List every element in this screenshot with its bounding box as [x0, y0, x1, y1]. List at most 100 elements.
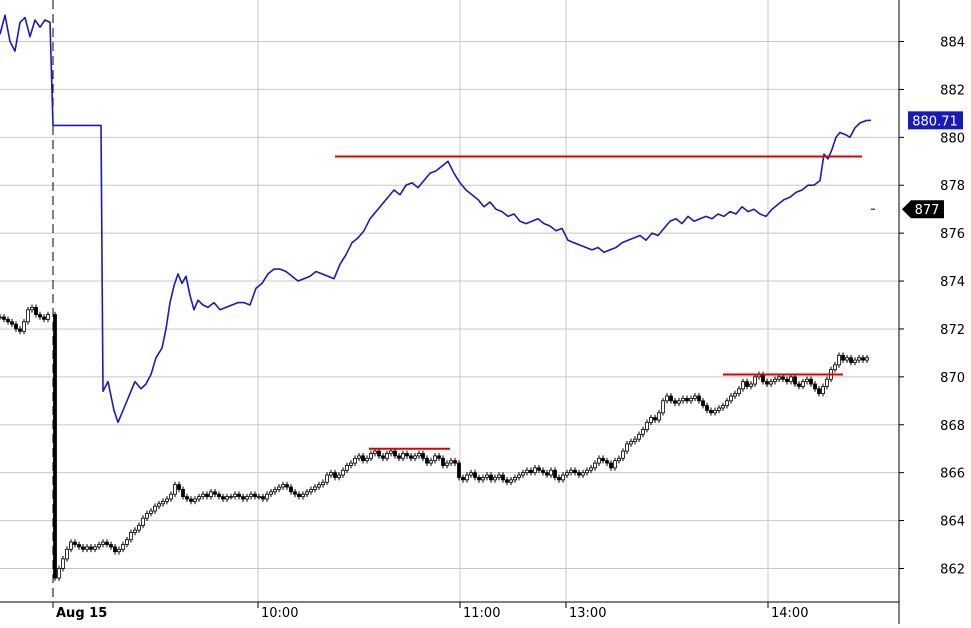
y-tick-label: 872 — [940, 323, 965, 338]
candle-body — [173, 484, 177, 495]
candle — [121, 541, 125, 553]
candle-body — [101, 541, 105, 545]
candle — [717, 405, 721, 414]
candle — [241, 493, 245, 502]
candle-body — [369, 453, 373, 459]
candle — [69, 539, 73, 553]
candle-body — [137, 524, 141, 531]
candle-body — [565, 472, 569, 476]
y-tick-label: 864 — [940, 515, 965, 530]
candle — [665, 393, 669, 404]
candle-body — [253, 493, 257, 498]
candle-body — [521, 472, 525, 476]
candle — [381, 453, 385, 462]
candle — [401, 450, 405, 462]
candle — [393, 448, 397, 459]
candle — [573, 467, 577, 476]
candle — [565, 469, 569, 478]
candle-body — [477, 477, 481, 481]
candle-body — [181, 489, 185, 498]
candle — [38, 311, 42, 320]
candle-body — [53, 314, 57, 579]
x-tick-label: Aug 15 — [56, 606, 107, 621]
candle — [14, 321, 18, 332]
candle — [525, 467, 529, 476]
candle — [30, 304, 34, 313]
candle — [149, 508, 153, 517]
candle — [569, 467, 573, 476]
candle — [797, 381, 801, 390]
candle — [53, 311, 57, 581]
candle — [245, 493, 249, 502]
candle — [313, 484, 317, 493]
candle — [249, 491, 253, 500]
candle-body — [821, 386, 825, 395]
candle-body — [433, 455, 437, 462]
candle-body — [357, 455, 361, 459]
candle — [549, 467, 553, 478]
last-price-text-line: 880.71 — [912, 114, 958, 129]
candle-body — [745, 381, 749, 387]
candle — [693, 393, 697, 402]
candle — [18, 326, 22, 335]
candle — [845, 354, 849, 363]
candle — [769, 378, 773, 387]
candle — [645, 419, 649, 433]
candle-body — [0, 316, 2, 319]
candle-body — [193, 498, 197, 502]
candle — [197, 493, 201, 502]
candle-body — [413, 455, 417, 459]
candle-body — [425, 457, 429, 464]
candle — [657, 409, 661, 423]
candle-body — [733, 393, 737, 397]
candle — [613, 457, 617, 471]
candle-body — [809, 378, 813, 385]
candle — [357, 453, 361, 462]
candle — [229, 493, 233, 500]
candle-body — [773, 378, 777, 383]
candle-body — [793, 376, 797, 385]
candle-body — [293, 491, 297, 495]
candle-body — [73, 541, 77, 545]
candle-body — [841, 354, 845, 361]
candle-body — [445, 462, 449, 466]
candle-body — [805, 378, 809, 383]
candle-body — [441, 457, 445, 466]
candle — [26, 306, 30, 325]
candle — [737, 385, 741, 397]
x-tick-label: 14:00 — [771, 606, 808, 621]
candle-body — [753, 376, 757, 385]
candle — [42, 314, 46, 323]
candle-body — [237, 493, 241, 498]
last-price-box-candles — [902, 200, 944, 219]
candle — [441, 455, 445, 469]
candle-body — [141, 517, 145, 526]
candle — [505, 476, 509, 486]
candle-body — [617, 457, 621, 462]
candle — [189, 496, 193, 505]
candle — [577, 469, 581, 478]
candle — [233, 491, 237, 500]
candle-body — [409, 455, 413, 459]
candle-body — [26, 309, 30, 323]
candle-body — [389, 450, 393, 454]
candle-body — [377, 450, 381, 457]
candle — [237, 491, 241, 500]
candlestick-series — [0, 304, 869, 581]
candle-body — [749, 383, 753, 387]
candle-body — [729, 395, 733, 402]
candle — [365, 455, 369, 464]
candle — [821, 383, 825, 397]
candle-body — [397, 455, 401, 459]
candle-body — [529, 469, 533, 474]
candle — [73, 539, 77, 548]
candle-body — [77, 544, 81, 548]
candle — [425, 455, 429, 466]
candle — [157, 500, 161, 510]
candle-body — [217, 493, 221, 498]
candle-body — [669, 395, 673, 402]
candle — [745, 378, 749, 390]
candle-body — [297, 493, 301, 498]
candle — [653, 414, 657, 423]
candle-body — [349, 462, 353, 466]
